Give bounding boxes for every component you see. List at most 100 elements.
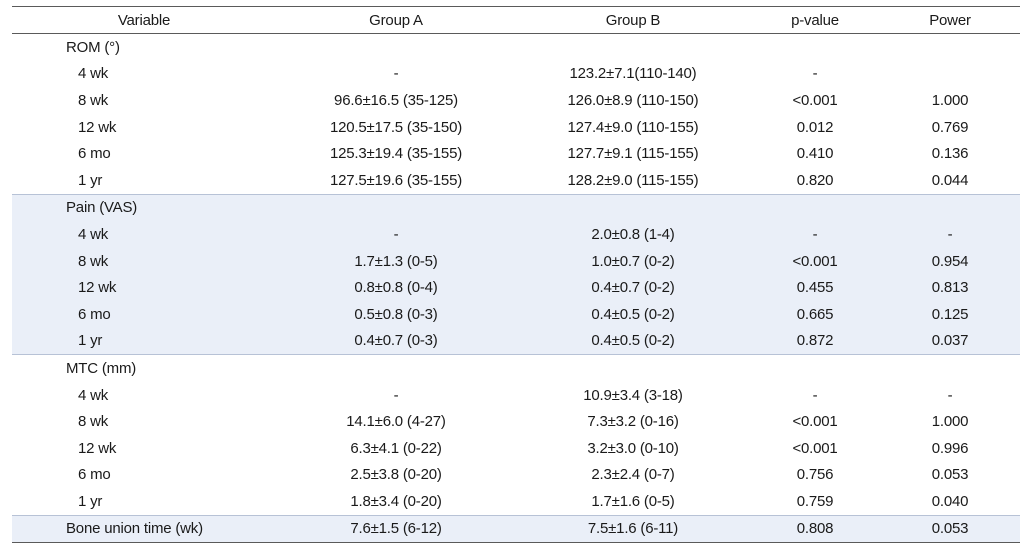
- power-cell: 0.769: [931, 118, 969, 136]
- power-cell: 0.125: [880, 300, 1020, 328]
- row-label: 8 wk: [12, 247, 276, 275]
- group-a-cell: 7.6±1.5 (6-12): [276, 515, 516, 544]
- power-cell: 0.813: [880, 274, 1020, 301]
- p-value-cell: -: [750, 221, 880, 248]
- p-value-cell: 0.455: [750, 274, 880, 301]
- p-value-cell: 0.872: [750, 327, 880, 356]
- row-label: 1 yr: [12, 488, 276, 516]
- header-variable: Variable: [12, 6, 276, 34]
- group-b-cell: 128.2±9.0 (115-155): [516, 166, 750, 195]
- p-value-cell: <0.001: [750, 247, 880, 275]
- group-a-cell: -: [393, 386, 399, 404]
- power-cell: 0.037: [880, 327, 1020, 356]
- group-a-cell: 14.1±6.0 (4-27): [346, 413, 446, 431]
- group-b-cell: 1.0±0.7 (0-2): [516, 247, 750, 275]
- p-value-cell: 0.759: [750, 488, 880, 516]
- group-a-cell: 2.5±3.8 (0-20): [350, 466, 442, 484]
- p-value-cell: <0.001: [792, 91, 838, 109]
- section-title-row: Pain (VAS): [12, 194, 1020, 222]
- row-label: 1 yr: [12, 327, 276, 356]
- power-cell: 0.053: [931, 466, 969, 484]
- p-value-cell: <0.001: [792, 439, 838, 457]
- group-a-cell: 6.3±4.1 (0-22): [350, 439, 442, 457]
- row-label: 6 mo: [78, 466, 111, 484]
- power-cell: 0.044: [880, 166, 1020, 195]
- table-row: 12 wk 120.5±17.5 (35-150) 127.4±9.0 (110…: [12, 114, 1020, 141]
- header-group-a: Group A: [276, 6, 516, 34]
- power-cell: 0.053: [880, 515, 1020, 544]
- table-row: 4 wk - 10.9±3.4 (3-18) - -: [12, 382, 1020, 409]
- row-label: 4 wk: [78, 65, 109, 83]
- group-a-cell: -: [276, 221, 516, 248]
- group-b-cell: 0.4±0.5 (0-2): [516, 327, 750, 356]
- row-label: 12 wk: [78, 439, 117, 457]
- group-b-cell: 10.9±3.4 (3-18): [583, 386, 683, 404]
- table-row: 1 yr 127.5±19.6 (35-155) 128.2±9.0 (115-…: [12, 166, 1020, 195]
- section-title: MTC (mm): [66, 359, 137, 377]
- p-value-cell: 0.808: [750, 515, 880, 544]
- table-row: 8 wk 1.7±1.3 (0-5) 1.0±0.7 (0-2) <0.001 …: [12, 247, 1020, 275]
- group-b-cell: 0.4±0.7 (0-2): [516, 274, 750, 301]
- table-row: 6 mo 2.5±3.8 (0-20) 2.3±2.4 (0-7) 0.756 …: [12, 462, 1020, 489]
- power-cell: 0.136: [931, 145, 969, 163]
- group-b-cell: 127.4±9.0 (110-155): [567, 118, 699, 136]
- table-row: 8 wk 96.6±16.5 (35-125) 126.0±8.9 (110-1…: [12, 87, 1020, 114]
- table-row: 4 wk - 123.2±7.1(110-140) -: [12, 61, 1020, 88]
- group-a-cell: 1.7±1.3 (0-5): [276, 247, 516, 275]
- group-b-cell: 126.0±8.9 (110-150): [567, 91, 699, 109]
- row-label: 4 wk: [78, 386, 109, 404]
- group-a-cell: 127.5±19.6 (35-155): [276, 166, 516, 195]
- header-group-b: Group B: [516, 6, 750, 34]
- group-b-cell: 0.4±0.5 (0-2): [516, 300, 750, 328]
- section-title: Pain (VAS): [12, 194, 1020, 222]
- row-label: 12 wk: [12, 274, 276, 301]
- section-title-row: ROM (°): [12, 34, 1020, 61]
- table-row: 1 yr 1.8±3.4 (0-20) 1.7±1.6 (0-5) 0.759 …: [12, 488, 1020, 516]
- group-a-cell: 1.8±3.4 (0-20): [276, 488, 516, 516]
- p-value-cell: 0.012: [796, 118, 834, 136]
- header-row: Variable Group A Group B p-value Power: [12, 6, 1020, 34]
- table-row: 1 yr 0.4±0.7 (0-3) 0.4±0.5 (0-2) 0.872 0…: [12, 327, 1020, 356]
- p-value-cell: 0.665: [750, 300, 880, 328]
- group-b-cell: 2.0±0.8 (1-4): [516, 221, 750, 248]
- table-row: 12 wk 6.3±4.1 (0-22) 3.2±3.0 (0-10) <0.0…: [12, 435, 1020, 462]
- power-cell: 1.000: [931, 413, 969, 431]
- table-row: 4 wk - 2.0±0.8 (1-4) - -: [12, 221, 1020, 248]
- p-value-cell: 0.756: [796, 466, 834, 484]
- table-row: 8 wk 14.1±6.0 (4-27) 7.3±3.2 (0-16) <0.0…: [12, 408, 1020, 435]
- power-cell: 0.954: [880, 247, 1020, 275]
- row-label: Bone union time (wk): [12, 515, 276, 544]
- p-value-cell: <0.001: [792, 413, 838, 431]
- power-cell: -: [947, 386, 953, 404]
- group-b-cell: 2.3±2.4 (0-7): [591, 466, 675, 484]
- group-b-cell: 3.2±3.0 (0-10): [587, 439, 679, 457]
- section-title-row: MTC (mm): [12, 355, 1020, 382]
- group-a-cell: 0.5±0.8 (0-3): [276, 300, 516, 328]
- row-label: 1 yr: [12, 166, 276, 195]
- group-a-cell: 125.3±19.4 (35-155): [329, 145, 463, 163]
- p-value-cell: -: [812, 386, 818, 404]
- header-power: Power: [880, 6, 1020, 34]
- group-b-cell: 123.2±7.1(110-140): [569, 65, 697, 83]
- group-a-cell: 120.5±17.5 (35-150): [329, 118, 463, 136]
- results-table: Variable Group A Group B p-value Power R…: [12, 6, 1020, 544]
- group-b-cell: 7.3±3.2 (0-16): [587, 413, 679, 431]
- header-p-value: p-value: [750, 6, 880, 34]
- group-a-cell: 0.8±0.8 (0-4): [276, 274, 516, 301]
- row-label: 12 wk: [78, 118, 117, 136]
- table-row: Bone union time (wk) 7.6±1.5 (6-12) 7.5±…: [12, 515, 1020, 544]
- group-a-cell: 0.4±0.7 (0-3): [276, 327, 516, 356]
- p-value-cell: -: [812, 65, 818, 83]
- row-label: 6 mo: [78, 145, 111, 163]
- power-cell: [880, 61, 1020, 88]
- group-b-cell: 1.7±1.6 (0-5): [516, 488, 750, 516]
- power-cell: 0.996: [931, 439, 969, 457]
- power-cell: 0.040: [880, 488, 1020, 516]
- row-label: 8 wk: [78, 91, 109, 109]
- table-row: 6 mo 0.5±0.8 (0-3) 0.4±0.5 (0-2) 0.665 0…: [12, 300, 1020, 328]
- row-label: 8 wk: [78, 413, 109, 431]
- group-b-cell: 127.7±9.1 (115-155): [567, 145, 699, 163]
- table-row: 12 wk 0.8±0.8 (0-4) 0.4±0.7 (0-2) 0.455 …: [12, 274, 1020, 301]
- section-title: ROM (°): [66, 38, 120, 56]
- p-value-cell: 0.410: [796, 145, 834, 163]
